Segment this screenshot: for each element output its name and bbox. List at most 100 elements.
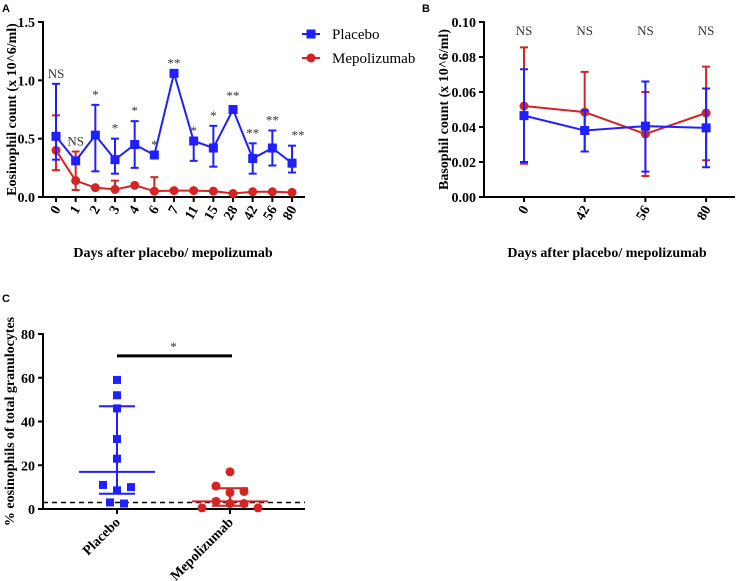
x-tick-label: 6 — [146, 204, 162, 218]
data-point-placebo — [113, 391, 121, 400]
significance-label: ** — [168, 55, 181, 70]
data-point-mepolizumab — [90, 183, 100, 193]
data-point-mepolizumab — [197, 503, 207, 513]
x-tick-label: 4 — [127, 204, 143, 218]
y-tick-label: 0 — [28, 503, 35, 518]
significance-label: NS — [48, 66, 65, 81]
y-tick-label: 60 — [21, 372, 35, 387]
data-point-mepolizumab — [130, 180, 140, 190]
y-tick-label: 1.0 — [18, 74, 36, 89]
significance-label: NS — [576, 23, 593, 38]
x-tick-label: 15 — [202, 204, 222, 224]
y-tick-label: 1.5 — [18, 16, 36, 31]
data-point-placebo — [189, 136, 199, 146]
x-tick-label: 11 — [183, 204, 203, 223]
significance-label: NS — [698, 23, 715, 38]
significance-label: * — [131, 103, 138, 118]
data-point-mepolizumab — [149, 186, 159, 196]
data-point-placebo — [149, 150, 159, 160]
significance-label: NS — [637, 23, 654, 38]
panel-c-chart: 0 20 40 60 80% eosinophils of total granuloc… — [3, 316, 305, 581]
x-tick-label: 7 — [166, 204, 182, 218]
data-point-mepolizumab — [253, 503, 263, 513]
data-point-mepolizumab — [189, 186, 199, 196]
legend-mepolizumab-label: Mepolizumab — [332, 51, 415, 67]
x-tick-label: 2 — [87, 204, 103, 218]
data-point-placebo — [106, 498, 114, 507]
x-axis-label: Days after placebo/ mepolizumab — [73, 246, 272, 261]
data-point-placebo — [287, 158, 297, 168]
data-point-mepolizumab — [71, 176, 81, 186]
y-tick-label: 0.10 — [452, 16, 477, 31]
panel-label-c: C — [2, 293, 10, 305]
significance-label: * — [210, 108, 217, 123]
data-point-placebo — [580, 126, 590, 135]
y-tick-label: 80 — [21, 328, 35, 343]
y-axis-label: Eosinophil count (x 10^6/ml) — [5, 23, 20, 196]
x-tick-label: 42 — [241, 204, 261, 224]
data-point-mepolizumab — [110, 184, 120, 194]
x-tick-label: Placebo — [80, 515, 124, 559]
x-tick-label: 80 — [695, 204, 715, 224]
significance-label: * — [112, 121, 119, 136]
data-point-placebo — [110, 155, 120, 165]
legend-placebo-label: Placebo — [332, 27, 379, 43]
x-tick-label: 0 — [516, 204, 532, 218]
significance-label: * — [170, 339, 177, 354]
data-point-placebo — [169, 68, 179, 78]
y-tick-label: 20 — [21, 459, 35, 474]
x-tick-label: 56 — [261, 204, 281, 224]
x-tick-label: 56 — [634, 204, 654, 224]
x-tick-label: 80 — [281, 204, 301, 224]
data-point-placebo — [519, 111, 529, 121]
y-tick-label: 0.02 — [452, 156, 477, 171]
significance-label: ** — [292, 128, 305, 143]
data-point-mepolizumab — [169, 186, 179, 196]
x-tick-label: 1 — [68, 204, 84, 218]
y-tick-label: 0.08 — [452, 51, 477, 66]
data-point-placebo — [228, 105, 238, 114]
data-point-mepolizumab — [228, 189, 238, 198]
data-point-mepolizumab — [267, 187, 277, 197]
data-point-placebo — [90, 130, 100, 140]
legend: Placebo Mepolizumab — [302, 27, 415, 67]
y-axis-label: % eosinophils of total granulocytes — [3, 316, 18, 526]
data-point-placebo — [130, 140, 140, 149]
data-point-placebo — [267, 143, 277, 153]
data-point-placebo — [51, 131, 61, 141]
data-point-placebo — [248, 154, 258, 163]
data-point-placebo — [701, 123, 711, 133]
data-point-placebo — [99, 480, 107, 489]
x-tick-label: 42 — [573, 204, 593, 224]
data-point-placebo — [113, 375, 121, 384]
data-point-placebo — [71, 156, 81, 166]
x-tick-label: Mepolizumab — [168, 515, 237, 581]
x-tick-label: 3 — [107, 204, 123, 218]
data-point-placebo — [127, 483, 135, 492]
data-point-mepolizumab — [225, 467, 235, 477]
y-tick-label: 40 — [21, 416, 35, 431]
x-tick-label: 28 — [222, 204, 242, 224]
data-point-mepolizumab — [239, 487, 249, 496]
significance-label: ** — [266, 113, 279, 128]
y-tick-label: 0.06 — [452, 86, 477, 101]
y-axis-label: Basophil count (x 10^6/ml) — [437, 29, 452, 190]
y-tick-label: 0.00 — [452, 191, 477, 206]
legend-mepolizumab-marker — [306, 53, 316, 63]
legend-placebo-marker — [306, 29, 316, 39]
significance-label: * — [92, 87, 99, 102]
series-line-placebo — [523, 114, 707, 132]
panel-label-b: B — [422, 3, 430, 15]
data-point-placebo — [208, 143, 218, 153]
significance-label: NS — [67, 134, 84, 149]
significance-label: * — [151, 137, 158, 152]
data-point-mepolizumab — [208, 186, 218, 196]
significance-label: * — [190, 123, 197, 138]
data-point-mepolizumab — [287, 187, 297, 197]
data-point-mepolizumab — [248, 187, 258, 197]
x-tick-label: 0 — [48, 204, 64, 218]
significance-label: ** — [246, 125, 259, 140]
